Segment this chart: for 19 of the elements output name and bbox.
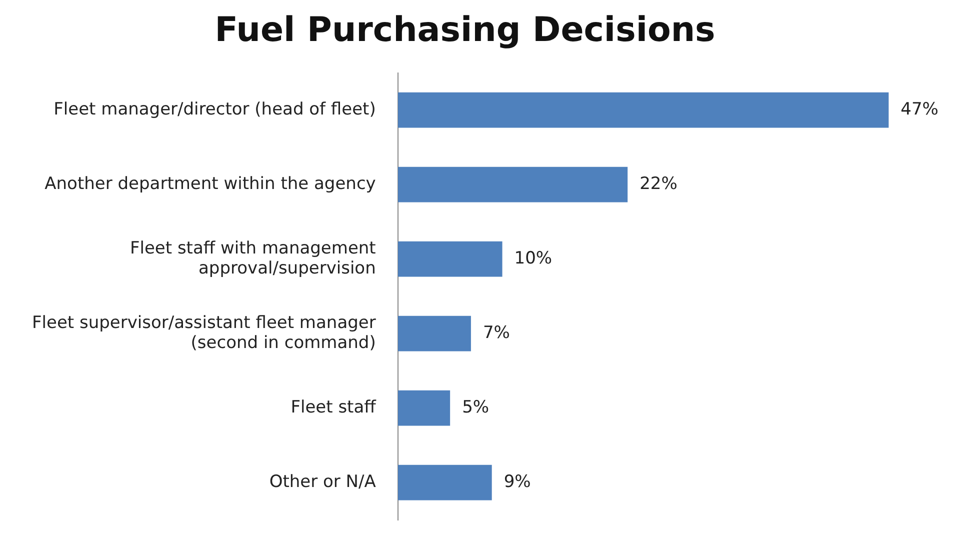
bar [398,92,889,128]
bar [398,166,628,202]
y-tick-label: Fleet supervisor/assistant fleet manager (second in command) [32,312,376,354]
y-tick-label: Other or N/A [269,472,376,492]
y-tick-label: Fleet staff with management approval/supervision [130,238,376,279]
data-label: 22% [640,174,678,194]
bar [398,390,450,426]
data-label: 5% [462,397,490,418]
data-label: 9% [504,472,531,492]
bar [398,316,471,352]
bar [398,464,492,500]
y-tick-label: Fleet manager/director (head of fleet) [54,99,376,120]
y-tick-label: Another department within the agency [44,174,376,194]
data-label: 47% [900,99,938,120]
y-tick-label: Fleet staff [290,397,378,418]
data-label: 7% [482,322,510,343]
chart-title: Fuel Purchasing Decisions [214,10,716,50]
data-label: 10% [514,248,552,268]
bar [398,241,502,277]
